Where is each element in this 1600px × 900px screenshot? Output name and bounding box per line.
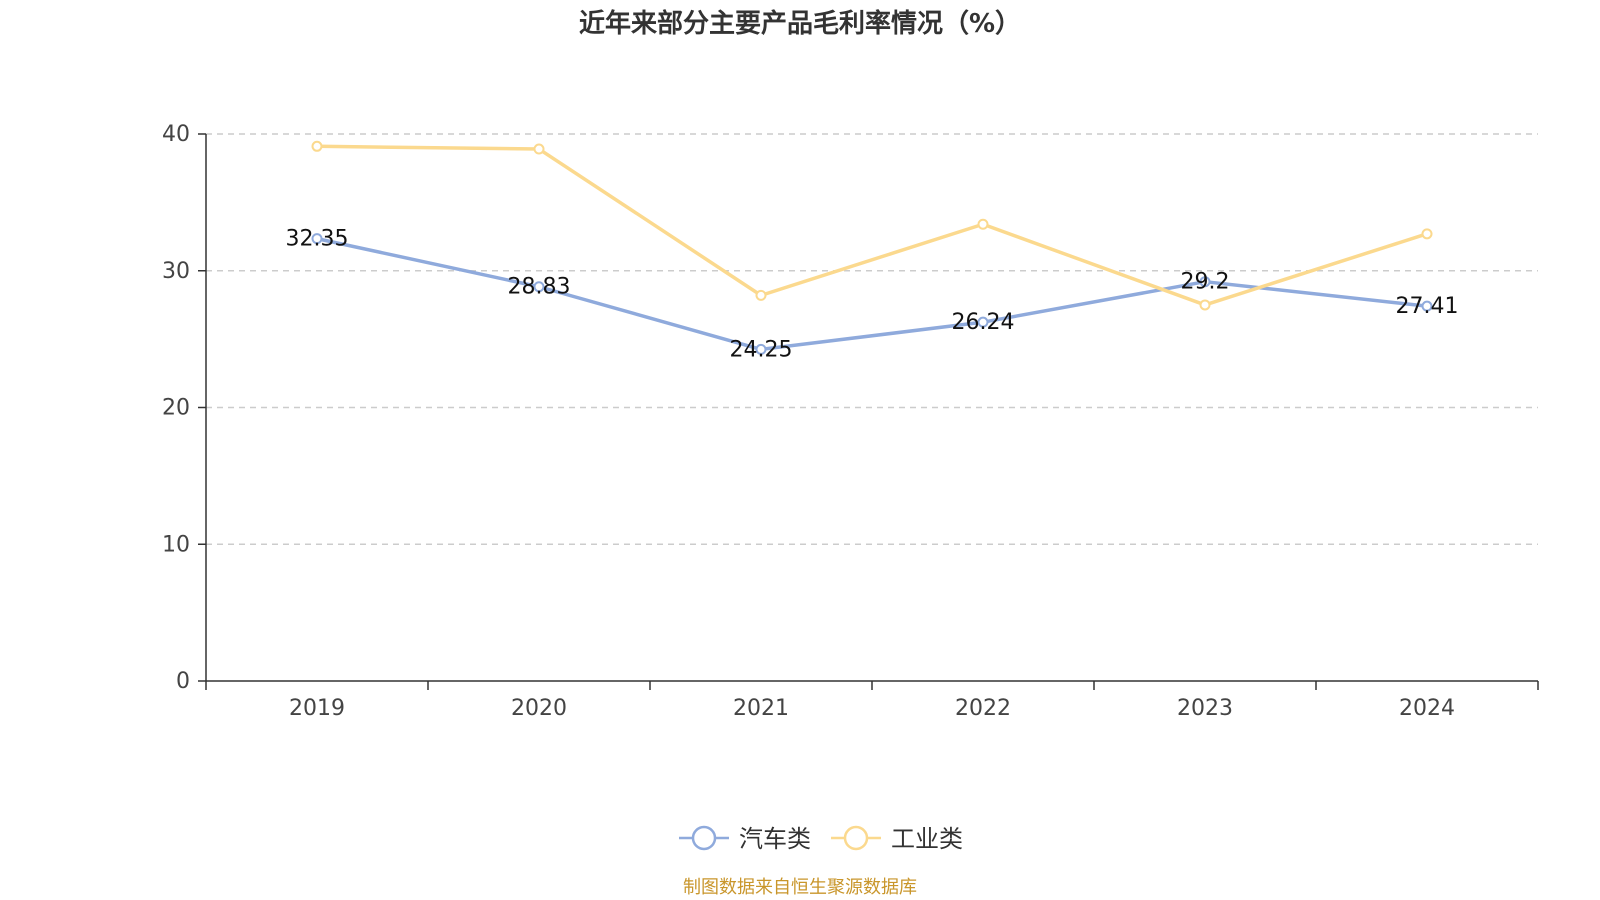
- legend-label: 汽车类: [739, 825, 811, 853]
- legend-swatch-marker: [691, 825, 717, 851]
- data-point: [533, 143, 545, 155]
- legend-item-2[interactable]: 工业类: [831, 825, 963, 853]
- data-point: [311, 233, 323, 245]
- y-tick-label: 0: [176, 669, 190, 694]
- data-point: [1199, 299, 1211, 311]
- series-2: [311, 140, 1433, 311]
- source-note: 制图数据来自恒生聚源数据库: [683, 877, 917, 898]
- x-tick-label: 2020: [511, 696, 567, 721]
- y-tick-label: 20: [162, 396, 190, 421]
- data-point: [977, 316, 989, 328]
- data-label: 32.35: [286, 227, 349, 252]
- y-tick-label: 30: [162, 259, 190, 284]
- data-label: 27.41: [1396, 294, 1459, 319]
- x-tick-label: 2022: [955, 696, 1011, 721]
- grid-lines: [206, 133, 1538, 545]
- series-line: [316, 236, 1428, 352]
- data-labels: 32.35 28.83 24.25 26.24 29.2 27.41: [286, 227, 1459, 363]
- data-point: [1421, 300, 1433, 312]
- data-label: 26.24: [952, 310, 1015, 335]
- x-tick-label: 2019: [289, 696, 345, 721]
- data-point: [977, 218, 989, 230]
- axes: 0 10 20 30 40 2019 2020 2021 2022 2023 2024: [162, 122, 1539, 721]
- legend-label: 工业类: [891, 825, 963, 853]
- y-tick-label: 40: [162, 122, 190, 147]
- series-lines: [311, 140, 1433, 355]
- x-tick-label: 2021: [733, 696, 789, 721]
- x-tick-label: 2024: [1399, 696, 1455, 721]
- series-line: [316, 144, 1428, 307]
- legend[interactable]: 汽车类 工业类: [679, 825, 963, 853]
- data-point: [1421, 228, 1433, 240]
- data-point: [1199, 276, 1211, 288]
- chart-title: 近年来部分主要产品毛利率情况（%）: [579, 8, 1021, 39]
- data-point: [533, 281, 545, 293]
- data-point: [311, 140, 323, 152]
- data-label: 29.2: [1181, 270, 1230, 295]
- data-point: [755, 343, 767, 355]
- data-label: 24.25: [730, 337, 793, 362]
- x-tick-label: 2023: [1177, 696, 1233, 721]
- data-point: [755, 289, 767, 301]
- data-label: 28.83: [508, 275, 571, 300]
- series-1: [311, 233, 1433, 355]
- legend-swatch-marker: [843, 825, 869, 851]
- legend-item-1[interactable]: 汽车类: [679, 825, 811, 853]
- y-tick-label: 10: [162, 532, 190, 557]
